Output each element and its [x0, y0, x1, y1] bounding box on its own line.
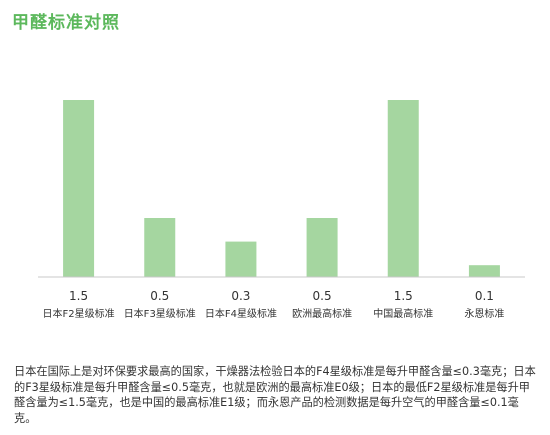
- category-label: 欧洲最高标准: [292, 307, 352, 320]
- bar-value-label: 0.1: [475, 289, 494, 303]
- page-title: 甲醛标准对照: [12, 13, 120, 33]
- bar-6: [468, 265, 500, 277]
- bar-3: [225, 241, 257, 277]
- bar-2: [144, 218, 176, 277]
- bar-value-label: 1.5: [69, 289, 88, 303]
- bar-value-label: 0.5: [313, 289, 332, 303]
- category-label: 日本F4星级标准: [205, 307, 277, 320]
- category-label: 中国最高标准: [373, 307, 433, 320]
- bar-value-label: 0.3: [231, 289, 250, 303]
- bar-5: [387, 100, 419, 277]
- bar-4: [306, 218, 338, 277]
- bar-value-label: 0.5: [150, 289, 169, 303]
- bar-1: [63, 100, 95, 277]
- bar-chart: 1.5 日本F2星级标准 0.5 日本F3星级标准 0.3 日本F4星级标准 0.5 欧洲最高…: [38, 100, 525, 320]
- category-label: 日本F2星级标准: [43, 307, 115, 320]
- category-label: 永恩标准: [464, 307, 504, 320]
- description-text: 日本在国际上是对环保要求最高的国家，干燥器法检验日本的F4星级标准是每升甲醛含量…: [14, 365, 536, 425]
- category-label: 日本F3星级标准: [124, 307, 196, 320]
- bar-value-label: 1.5: [394, 289, 413, 303]
